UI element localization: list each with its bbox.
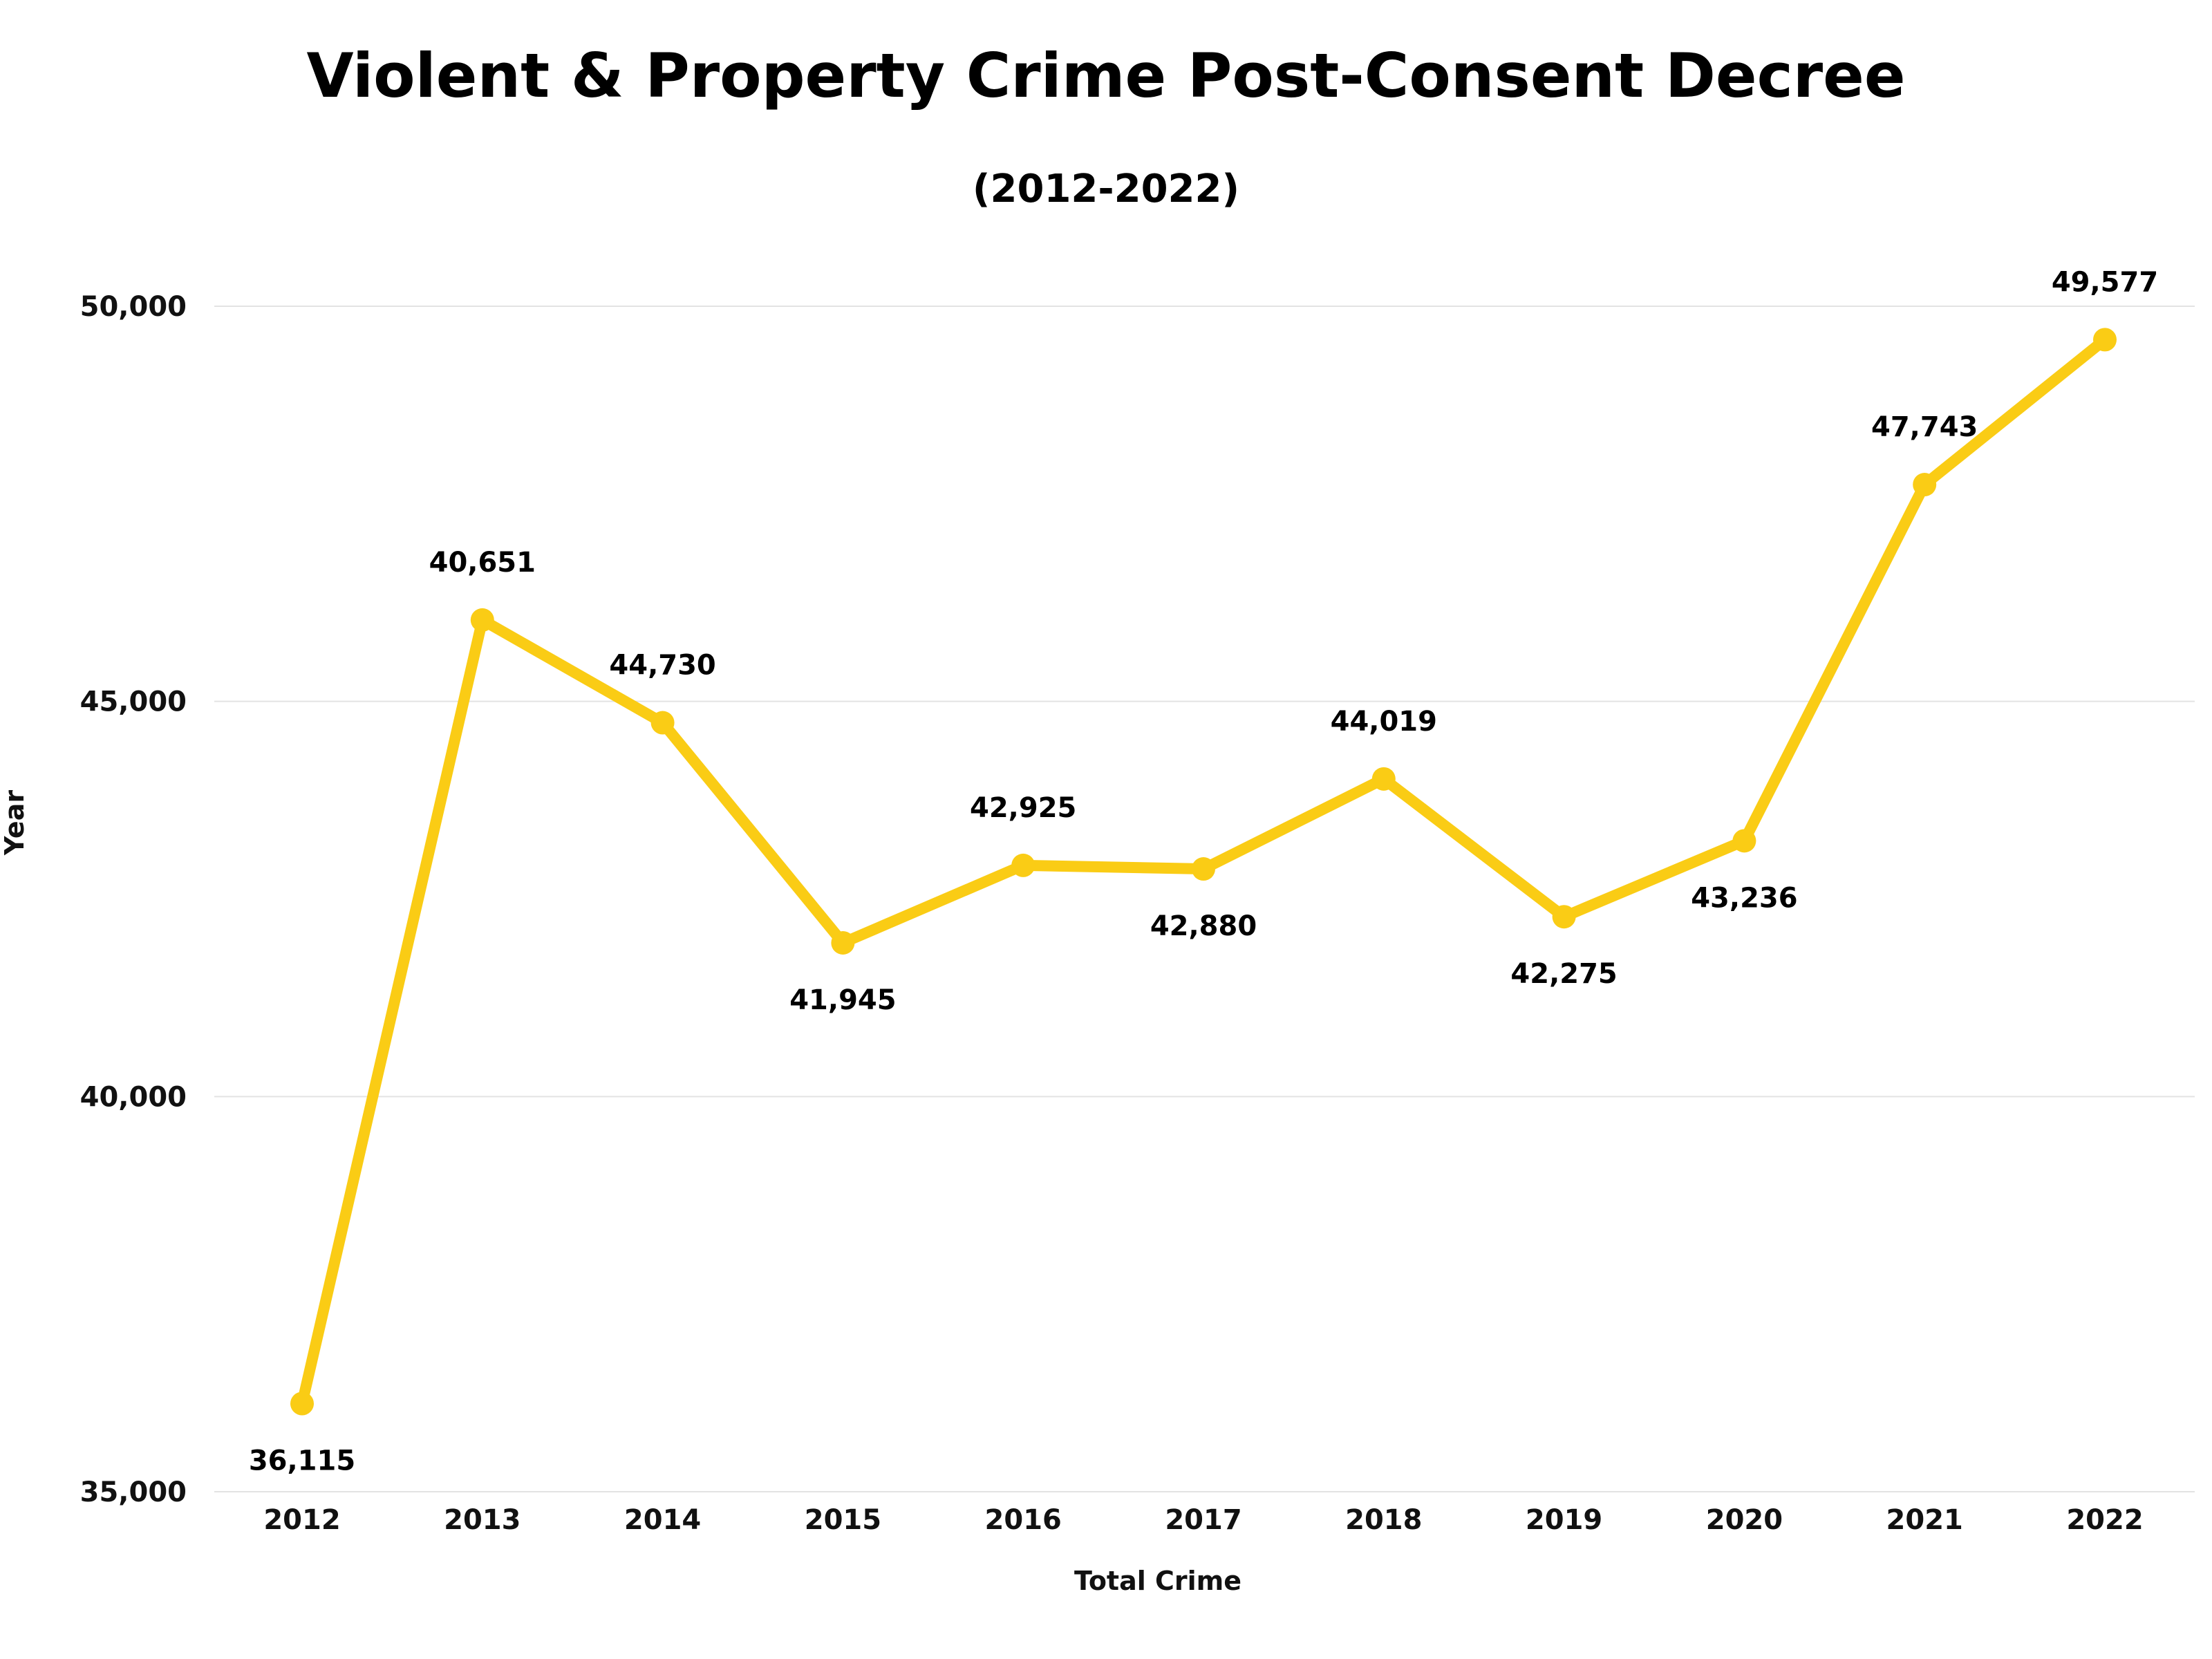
data-labels-layer: 36,115 40,651 44,730 41,945 42,925 42,880 44,0… [249,266,2158,1477]
data-point [290,1391,314,1416]
data-point [1913,473,1937,497]
x-tick-label: 2017 [1165,1504,1241,1536]
data-point [2093,328,2117,352]
x-tick-label: 2020 [1706,1504,1783,1536]
x-tick-label: 2019 [1526,1504,1602,1536]
y-tick-label: 45,000 [80,686,187,718]
data-label: 42,275 [1510,958,1617,990]
y-tick-label: 35,000 [80,1477,187,1508]
data-point [470,608,494,632]
x-tick-label: 2021 [1886,1504,1963,1536]
data-label: 44,730 [609,650,715,682]
chart-subtitle: (2012-2022) [973,167,1239,212]
x-tick-label: 2018 [1345,1504,1422,1536]
x-axis-title: Total Crime [1074,1566,1241,1596]
x-tick-label: 2012 [263,1504,340,1536]
data-label: 42,880 [1150,910,1257,942]
data-label: 41,945 [789,984,896,1016]
x-tick-label: 2015 [805,1504,881,1536]
data-point [650,711,675,735]
data-point [1192,857,1215,881]
data-point [1371,767,1396,791]
y-tick-label: 40,000 [80,1081,187,1113]
data-label: 42,925 [970,792,1076,824]
y-axis-ticks: 35,000 40,000 45,000 50,000 [80,291,187,1508]
data-point [1552,905,1576,929]
data-label: 36,115 [249,1445,355,1477]
data-point [831,930,855,955]
x-tick-label: 2013 [444,1504,521,1536]
data-label: 44,019 [1331,706,1437,738]
data-point [1011,853,1035,877]
x-axis-ticks: 2012 2013 2014 2015 2016 2017 2018 2019 2020 2021… [263,1504,2143,1536]
y-axis-title: Year [0,790,30,856]
x-tick-label: 2014 [624,1504,701,1536]
data-label: 47,743 [1871,411,1978,443]
data-point [1732,829,1756,853]
gridlines [214,306,2195,1492]
data-label: 40,651 [429,547,536,579]
x-tick-label: 2016 [985,1504,1062,1536]
chart-title: Violent & Property Crime Post-Consent De… [306,40,1905,111]
y-tick-label: 50,000 [80,291,187,323]
points-layer [290,328,2117,1416]
x-tick-label: 2022 [2066,1504,2143,1536]
data-label: 49,577 [2052,266,2158,298]
data-label: 43,236 [1691,882,1797,914]
